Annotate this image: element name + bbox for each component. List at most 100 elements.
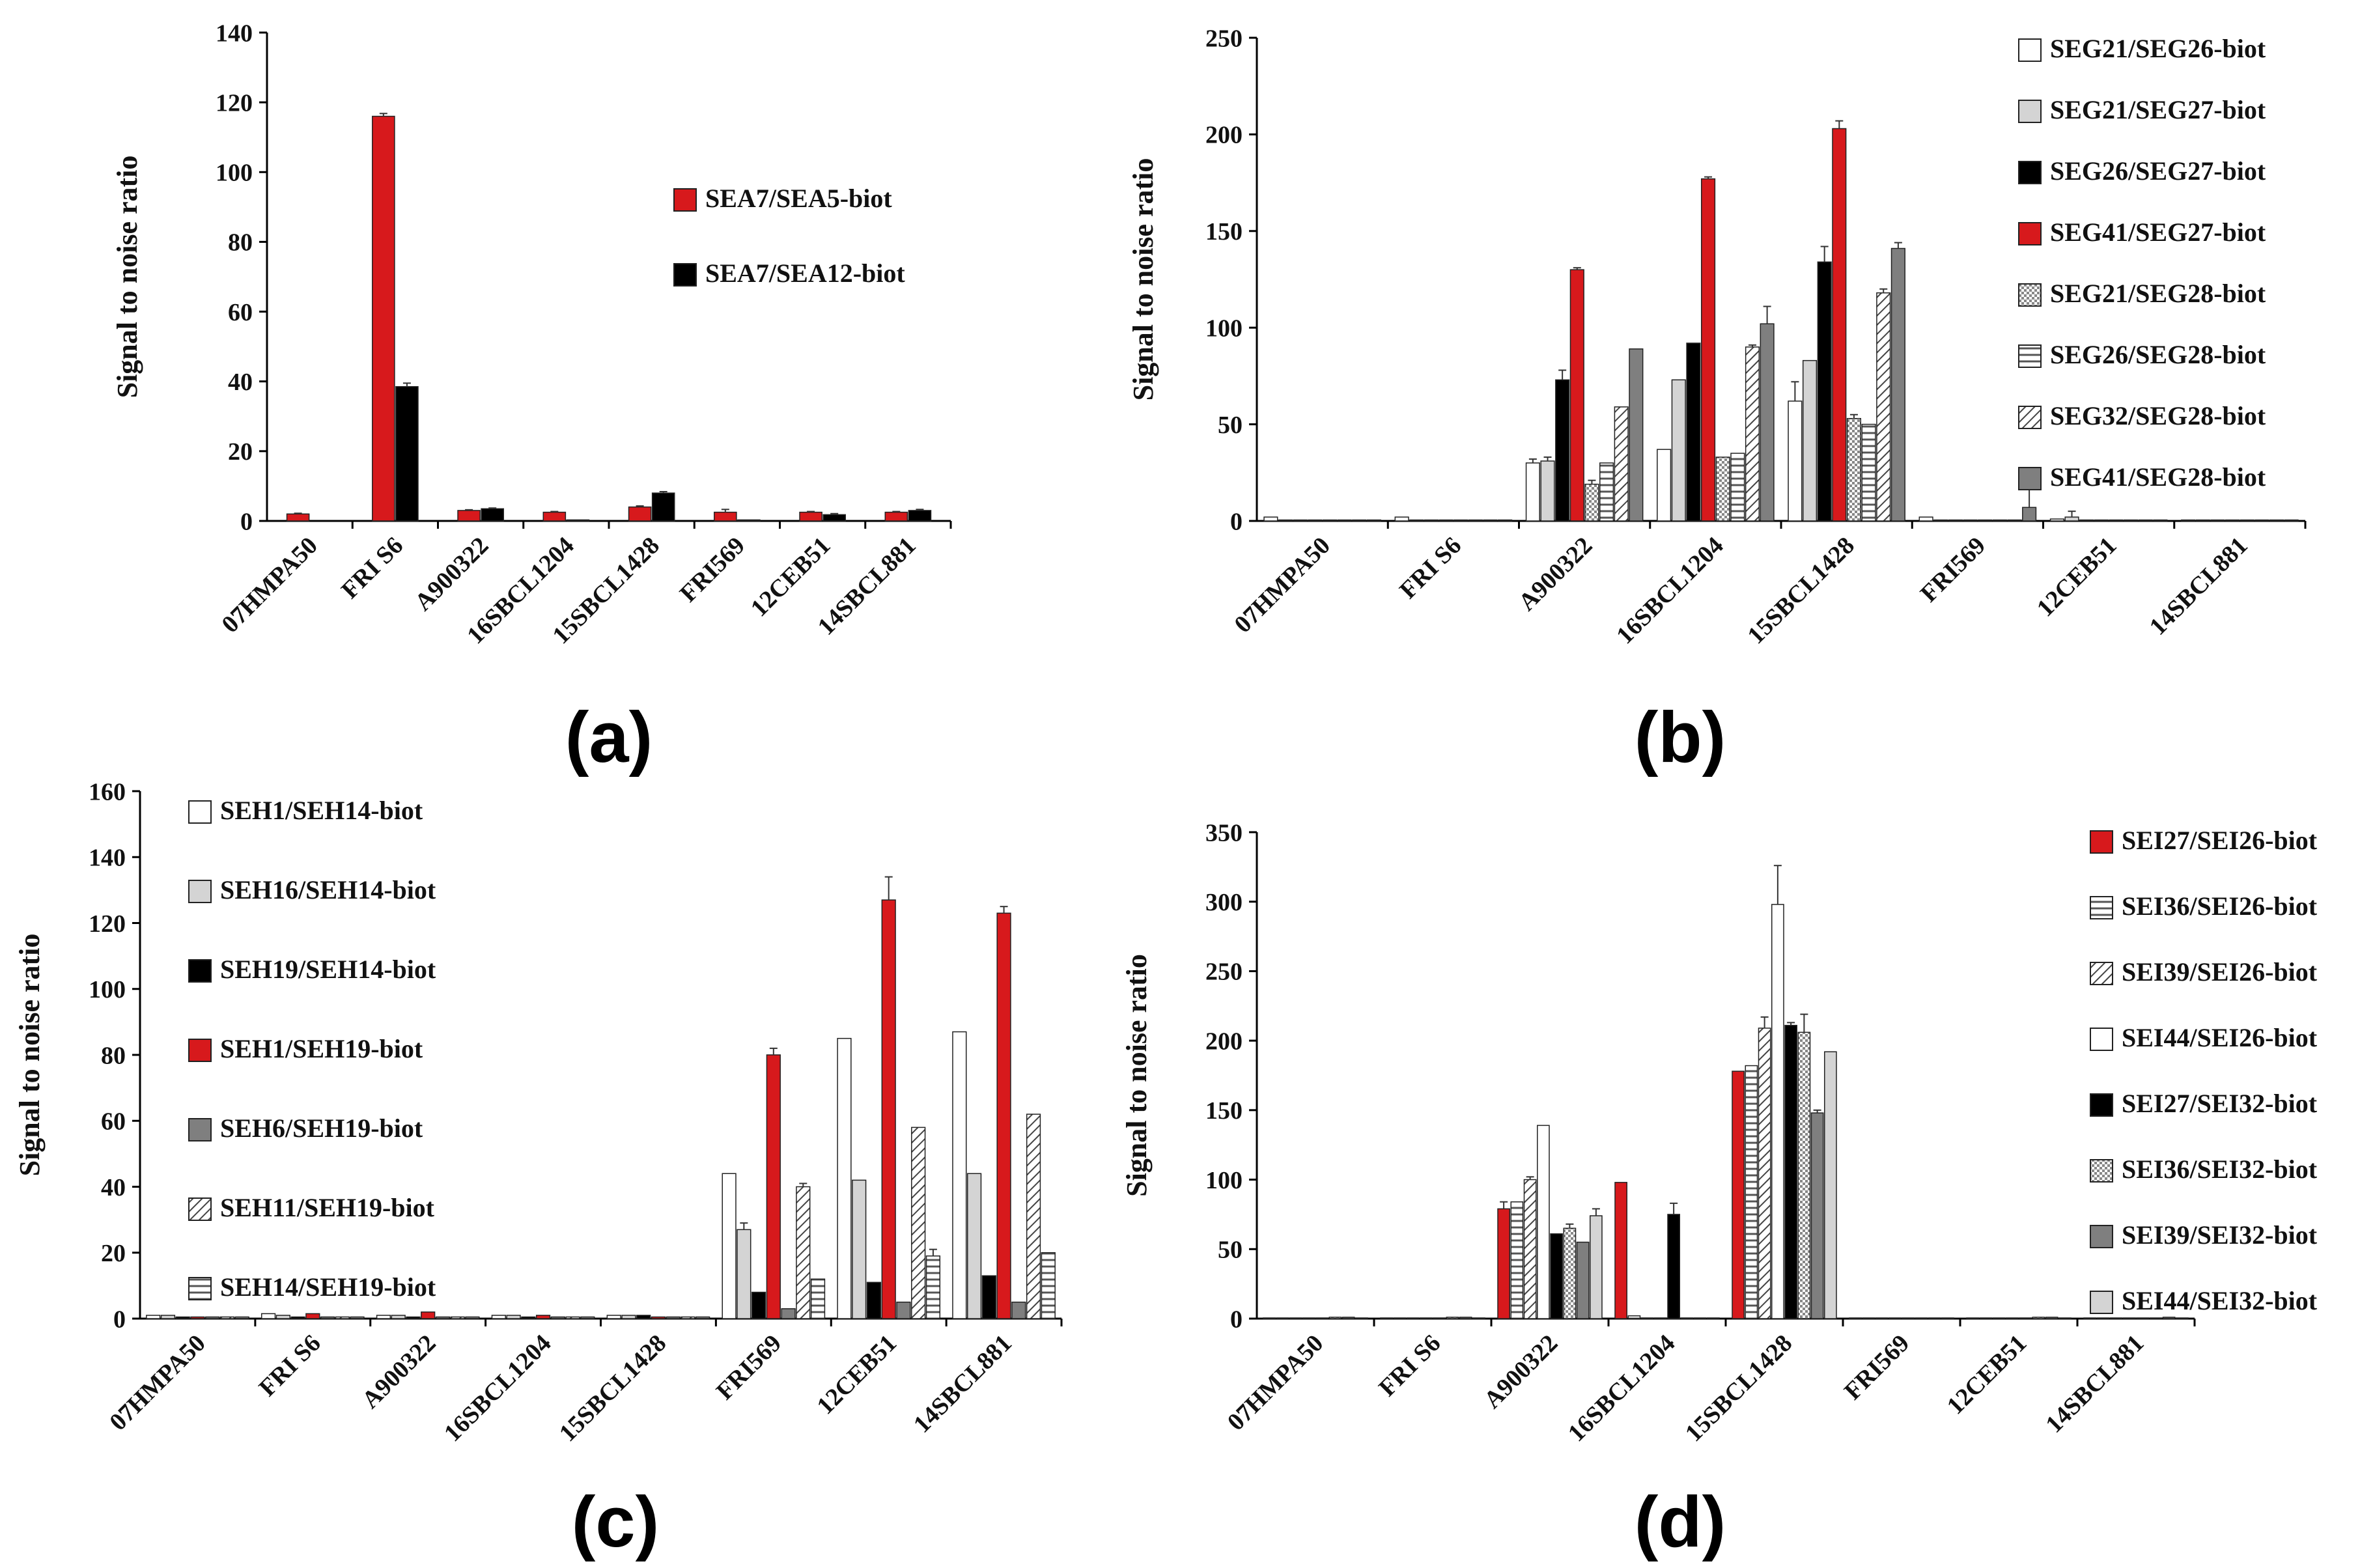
bar [1352,519,1367,522]
bar [751,1291,766,1319]
bar [391,1315,406,1319]
bar [1771,904,1784,1319]
y-tick-label: 50 [1218,1237,1243,1264]
bar [911,1127,926,1319]
bar [714,511,737,522]
y-axis-label: Signal to noise ratio [14,934,46,1177]
bar [2022,507,2037,522]
bar [1978,519,1993,522]
bar [1322,519,1338,522]
bar [636,1315,651,1319]
legend-swatch [673,263,697,287]
x-tick-label: 14SBCL881 [2144,532,2253,641]
x-tick-label: FRI569 [675,532,750,608]
legend-swatch [2018,283,2042,307]
legend-label: SEG32/SEG28-biot [2050,401,2266,430]
bar [1584,483,1599,522]
bar [952,1031,967,1319]
x-tick-label: FRI569 [711,1330,787,1405]
bar [1011,1301,1026,1319]
bar [1394,516,1409,522]
bar [2032,1317,2045,1319]
bar [2045,1317,2058,1319]
bar [1788,400,1803,522]
bar [290,1316,305,1319]
y-tick-label: 20 [228,438,253,466]
legend-swatch [2018,100,2042,123]
y-tick-label: 120 [89,910,126,938]
bar [1876,292,1891,522]
bar [1380,1317,1393,1319]
x-tick-label: 12CEB51 [811,1330,902,1420]
legend-swatch [188,800,212,824]
bar [1276,1317,1289,1319]
bar [565,1316,580,1319]
bar [852,1179,867,1319]
chart-panel-d: 0 50 100 150 200 250 300 350 Signal to noise rat… [1121,819,2318,1562]
x-tick-label: 07HMPA50 [1229,532,1336,639]
bar [1966,1317,1979,1319]
bar [1745,1065,1758,1319]
bar [2210,519,2225,522]
x-tick-label: FRI S6 [254,1330,326,1402]
bar [1614,406,1629,522]
bar [1302,1317,1315,1319]
bar [1784,1024,1797,1319]
legend-label: SEG41/SEG27-biot [2050,217,2266,247]
bar [606,1315,621,1319]
x-tick-label: 07HMPA50 [1222,1330,1329,1436]
bar [2136,1317,2149,1319]
y-tick-label: 20 [101,1240,126,1267]
bar [175,1316,190,1319]
y-tick-label: 140 [89,845,126,872]
y-tick-label: 200 [1205,122,1243,149]
legend-swatch [2018,38,2042,62]
x-tick-label: 12CEB51 [1942,1330,2032,1420]
legend-swatch [2018,161,2042,184]
legend-swatch [2090,1159,2113,1183]
panel-letter: (c) [572,1482,659,1562]
x-tick-label: FRI569 [1915,532,1991,608]
bar [1760,323,1775,522]
x-tick-label: FRI S6 [1394,532,1467,604]
legend-label: SEH6/SEH19-biot [220,1113,423,1143]
bar [457,510,481,522]
bar [1671,379,1686,522]
bar [2094,519,2109,522]
bar [1817,261,1832,522]
bar [1540,460,1555,522]
panel-letter: (a) [565,697,653,777]
bar [350,1316,365,1319]
bar [1468,519,1483,522]
legend-label: SEI44/SEI32-biot [2122,1286,2318,1315]
bar [1667,1214,1680,1319]
x-tick-label: 12CEB51 [746,532,836,623]
legend-label: SEG21/SEG28-biot [2050,279,2266,308]
y-tick-label: 100 [1205,1167,1243,1194]
y-axis-label: Signal to noise ratio [111,156,143,399]
x-tick-label: 14SBCL881 [908,1330,1017,1438]
legend-label: SEI27/SEI32-biot [2122,1089,2318,1118]
bar [275,1315,290,1319]
bar [651,1316,666,1319]
y-tick-label: 100 [216,160,253,187]
legend-label: SEI36/SEI26-biot [2122,891,2318,921]
legend-label: SEA7/SEA5-biot [705,184,892,213]
bar [1758,1028,1771,1319]
bar [421,1311,436,1319]
bar [1525,462,1540,522]
x-tick-label: 07HMPA50 [104,1330,211,1436]
x-tick-label: 15SBCL1428 [1742,532,1860,650]
bar [2176,1317,2189,1319]
bar [535,1315,551,1319]
legend-swatch [2018,222,2042,245]
bar [1810,1112,1824,1319]
x-tick-label: FRI S6 [336,532,408,604]
legend-label: SEI39/SEI32-biot [2122,1220,2318,1250]
y-tick-label: 300 [1205,889,1243,916]
bar [1026,1113,1041,1319]
bar [1289,1317,1302,1319]
bar [1424,519,1439,522]
bar [966,1173,982,1319]
